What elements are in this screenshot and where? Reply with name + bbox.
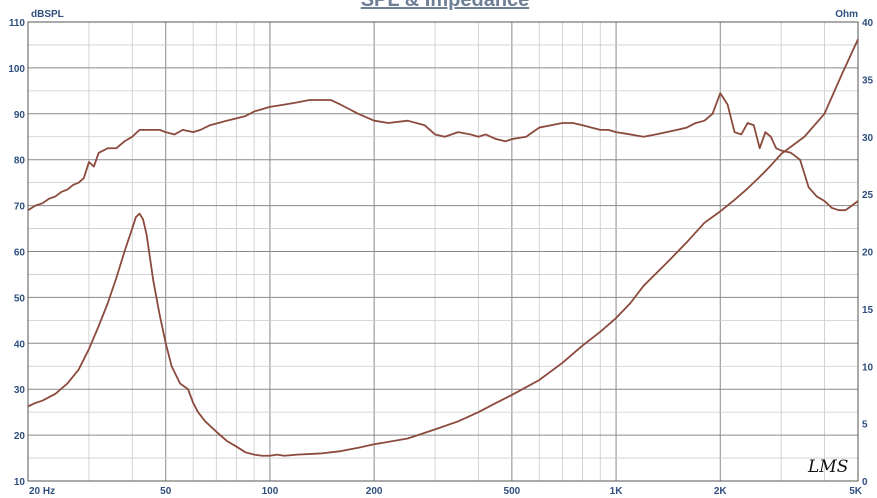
- left-tick-label: 110: [9, 18, 26, 29]
- x-tick-label: 1K: [610, 486, 624, 497]
- x-tick-label: 200: [366, 486, 383, 497]
- left-tick-label: 40: [14, 339, 26, 350]
- left-axis-ticks: 10 20 30 40 50 60 70 80 90 100 110: [8, 18, 25, 488]
- right-tick-label: 40: [862, 18, 874, 29]
- x-tick-label: 5K: [849, 486, 863, 497]
- right-axis-unit: Ohm: [835, 9, 858, 20]
- left-axis-unit: dBSPL: [31, 9, 64, 20]
- left-tick-label: 10: [14, 477, 26, 488]
- left-tick-label: 70: [14, 202, 26, 213]
- right-tick-label: 5: [862, 420, 868, 431]
- spl-curve: [27, 92, 859, 212]
- left-tick-label: 80: [14, 156, 26, 167]
- left-tick-label: 50: [14, 293, 26, 304]
- impedance-curve: [27, 38, 859, 457]
- lms-logo-text: LMS: [807, 457, 848, 477]
- right-tick-label: 15: [862, 305, 874, 316]
- left-tick-label: 60: [14, 248, 26, 259]
- x-axis-ticks: 20 Hz 50 100 200 500 1K 2K 5K: [29, 486, 863, 497]
- x-tick-label: 20 Hz: [29, 486, 55, 497]
- left-tick-label: 20: [14, 431, 26, 442]
- right-tick-label: 20: [862, 248, 874, 259]
- right-tick-label: 10: [862, 362, 874, 373]
- right-tick-label: 35: [862, 75, 874, 86]
- x-tick-label: 2K: [714, 486, 728, 497]
- x-tick-label: 50: [160, 486, 172, 497]
- left-tick-label: 90: [14, 110, 26, 121]
- right-tick-label: 30: [862, 133, 874, 144]
- chart-title: SPL & Impedance: [361, 0, 530, 11]
- chart-grid: [27, 21, 859, 482]
- left-tick-label: 100: [8, 64, 25, 75]
- right-tick-label: 25: [862, 190, 874, 201]
- plot-frame: [27, 21, 859, 482]
- left-tick-label: 30: [14, 385, 26, 396]
- x-tick-label: 100: [262, 486, 279, 497]
- right-axis-ticks: 0 5 10 15 20 25 30 35 40: [862, 18, 874, 488]
- x-tick-label: 500: [504, 486, 521, 497]
- right-tick-label: 0: [862, 477, 868, 488]
